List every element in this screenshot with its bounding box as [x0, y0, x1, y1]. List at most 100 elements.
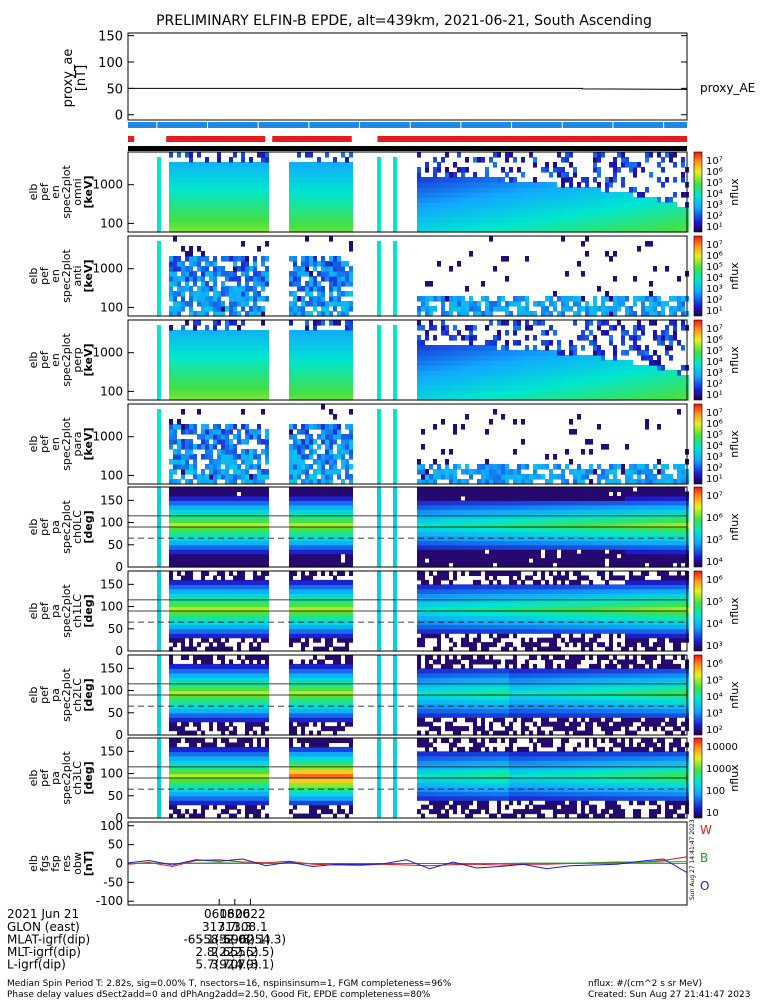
spectrogram-cell — [293, 276, 297, 282]
spectrogram-cell — [437, 395, 441, 401]
spectrogram-cell — [253, 197, 257, 203]
spectrogram-cell — [549, 187, 553, 193]
spectrogram-cell — [469, 217, 473, 223]
spectrogram-cell — [309, 167, 313, 173]
spectrogram-cell — [229, 306, 233, 312]
spectrogram-cell — [517, 207, 521, 213]
spectrogram-cell — [257, 479, 261, 485]
spectrogram-cell — [245, 345, 249, 351]
spectrogram-cell — [305, 464, 309, 470]
spectrogram-cell — [489, 157, 493, 163]
spectrogram-cell — [445, 345, 449, 351]
spectrogram-cell — [545, 192, 549, 198]
spectrogram-cell — [181, 444, 185, 450]
spectrogram-cell — [457, 330, 461, 336]
spectrogram-cell — [293, 182, 297, 188]
spectrogram-cell — [185, 395, 189, 401]
spectrogram-cell — [613, 197, 617, 203]
spectrogram-cell — [205, 390, 209, 396]
spectrogram-cell — [225, 340, 229, 346]
spectrogram-cell — [169, 350, 173, 356]
spectrogram-cell — [213, 479, 217, 485]
spectrogram-cell — [325, 449, 329, 455]
pa-cell — [181, 549, 185, 555]
spectrogram-cell — [585, 187, 589, 193]
spectrogram-cell — [309, 212, 313, 218]
spectrogram-cell — [569, 469, 573, 475]
spectrogram-cell — [197, 152, 201, 158]
spectrogram-cell — [441, 187, 445, 193]
pa-cell — [301, 518, 305, 524]
spectrogram-cell — [181, 340, 185, 346]
spectrogram-cell — [641, 192, 645, 198]
pa-cell — [325, 504, 329, 510]
spectrogram-cell — [177, 172, 181, 178]
spectrogram-cell — [301, 454, 305, 460]
spectrogram-cell — [337, 212, 341, 218]
spectrogram-cell — [421, 370, 425, 376]
spectrogram-cell — [245, 296, 249, 302]
spectrogram-cell — [265, 345, 269, 351]
spectrogram-cell — [481, 350, 485, 356]
spectrogram-cell — [289, 182, 293, 188]
spectrogram-cell — [493, 207, 497, 213]
spectrogram-cell — [317, 469, 321, 475]
pa-cell — [209, 509, 213, 515]
spectrogram-cell — [293, 360, 297, 366]
spectrogram-cell — [189, 207, 193, 213]
spectrogram-cell — [217, 375, 221, 381]
spectrogram-cell — [485, 469, 489, 475]
spectrogram-cell — [557, 370, 561, 376]
spectrogram-cell — [189, 246, 193, 252]
spectrogram-cell — [493, 266, 497, 272]
spectrogram-cell — [189, 167, 193, 173]
spectrogram-cell — [445, 380, 449, 386]
spectrogram-cell — [461, 177, 465, 183]
spectrogram-cell — [205, 281, 209, 287]
spectrogram-cell — [677, 380, 681, 386]
spectrogram-cell — [437, 217, 441, 223]
spectrogram-cell — [617, 212, 621, 218]
spectrogram-cell — [593, 197, 597, 203]
spectrogram-cell — [421, 474, 425, 480]
spectrogram-cell — [221, 370, 225, 376]
spectrogram-cell — [293, 439, 297, 445]
spectrogram-cell — [441, 380, 445, 386]
spectrogram-cell — [653, 335, 657, 341]
spectrogram-cell — [589, 370, 593, 376]
spectrogram-cell — [297, 335, 301, 341]
spectrogram-cell — [329, 365, 333, 371]
spectrogram-cell — [585, 197, 589, 203]
spectrogram-cell — [445, 217, 449, 223]
spectrogram-cell — [253, 207, 257, 213]
pa-cell — [337, 549, 341, 555]
pa-cell — [233, 487, 237, 493]
pa-cell — [181, 518, 185, 524]
pa-cell — [173, 531, 177, 537]
spectrogram-cell — [425, 335, 429, 341]
spectrogram-cell — [625, 385, 629, 391]
pa-cell — [157, 491, 161, 497]
spectrogram-cell — [529, 370, 533, 376]
spectrogram-cell — [473, 182, 477, 188]
spectrogram-cell — [497, 296, 501, 302]
spectrogram-cell — [433, 306, 437, 312]
spectrogram-cell — [345, 335, 349, 341]
spectrogram-cell — [537, 395, 541, 401]
spectrogram-cell — [313, 360, 317, 366]
spectrogram-cell — [681, 390, 685, 396]
pa-cell — [241, 540, 245, 546]
spectrogram-cell — [525, 360, 529, 366]
pa-cell — [313, 562, 317, 568]
spectrogram-cell — [649, 281, 653, 287]
spectrogram-cell — [345, 469, 349, 475]
spectrogram-cell — [673, 177, 677, 183]
spectrogram-cell — [245, 380, 249, 386]
spectrogram-cell — [325, 202, 329, 208]
spectrogram-cell — [349, 474, 353, 480]
y-tick-label: 1000 — [92, 430, 123, 444]
spectrogram-cell — [393, 419, 397, 425]
pa-cell — [189, 487, 193, 493]
spectrogram-cell — [669, 157, 673, 163]
pa-cell — [209, 558, 213, 564]
